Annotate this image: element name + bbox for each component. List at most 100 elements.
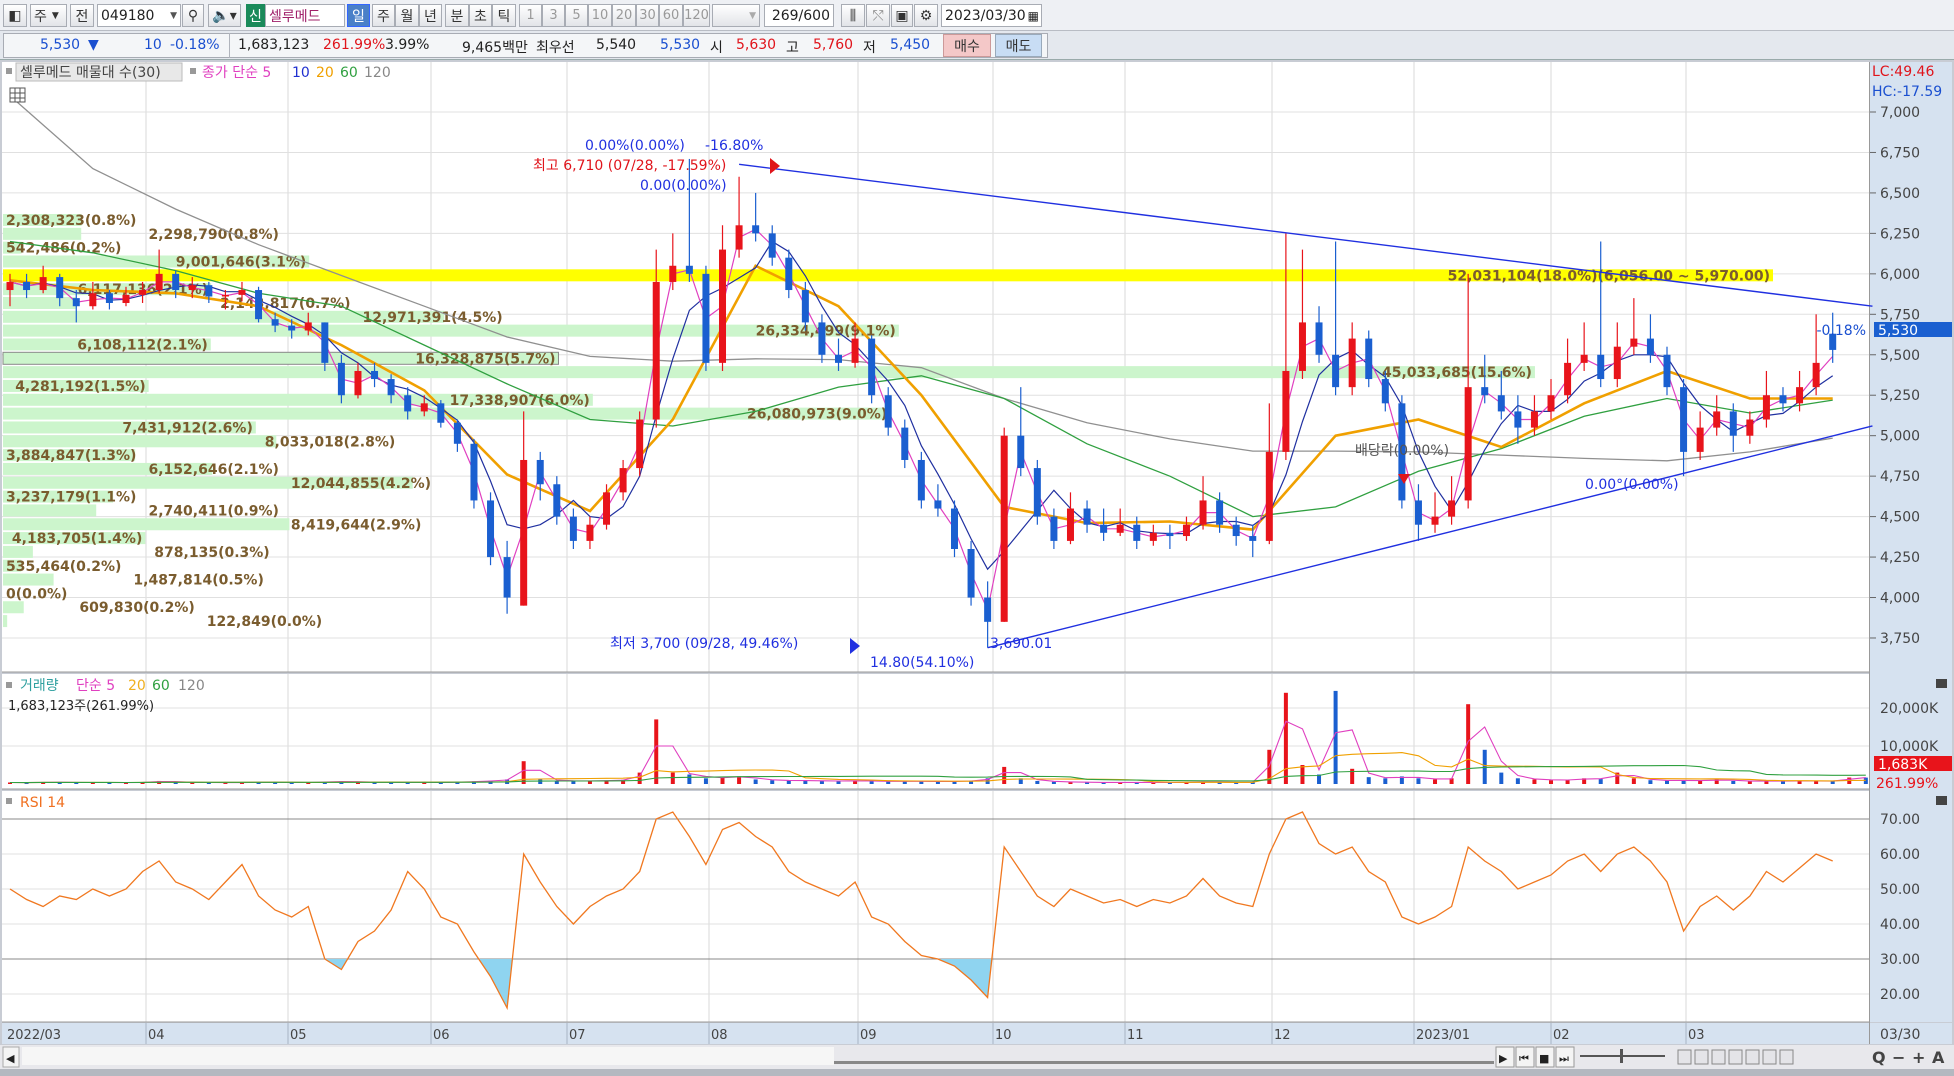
candle-tool-icon[interactable]: ⫼: [841, 4, 865, 27]
chart-tool-icon[interactable]: [1745, 1049, 1760, 1065]
price-tick-label: 6,000: [1880, 267, 1920, 283]
speaker-icon[interactable]: 🔈▾: [208, 4, 241, 27]
volume-bar: [1648, 780, 1653, 784]
ma-legend-10[interactable]: 10: [292, 65, 310, 81]
volume-bar: [587, 780, 592, 784]
tab-period-day[interactable]: 일: [347, 4, 370, 27]
interval-3[interactable]: 3: [542, 4, 565, 27]
period-select[interactable]: 주 ▼: [30, 4, 67, 27]
date-label: 06: [433, 1028, 450, 1043]
stock-name: 셀루메드: [269, 8, 321, 25]
tab-interval-second[interactable]: 초: [469, 4, 492, 27]
playback-button[interactable]: [1495, 1046, 1515, 1068]
tab-period-week[interactable]: 주: [372, 4, 395, 27]
grid-table-icon-lines: [10, 88, 25, 102]
zoom-search-icon[interactable]: Q: [1872, 1048, 1886, 1067]
volume: 1,683,123: [238, 37, 310, 53]
volume-ma-legend-120[interactable]: 120: [178, 678, 205, 694]
candle-body: [1116, 524, 1124, 533]
date-input[interactable]: 2023/03/30 ▦: [941, 4, 1042, 27]
candle-body: [735, 225, 743, 250]
volume-ma-legend-20[interactable]: 20: [128, 678, 146, 694]
interval-60[interactable]: 60: [659, 4, 683, 27]
ma-legend-5[interactable]: 종가 단순 5: [202, 65, 271, 81]
tab-interval-minute[interactable]: 분: [445, 4, 469, 27]
volume-ma-legend-5[interactable]: 단순 5: [76, 678, 115, 694]
profile-legend-box[interactable]: [15, 62, 183, 82]
high-overlay-pct: 0.00%(0.00%): [585, 138, 685, 154]
interval-5[interactable]: 5: [565, 4, 588, 27]
interval-1[interactable]: 1: [519, 4, 542, 27]
profile-legend[interactable]: 셀루메드 매물대 수(30): [20, 65, 161, 81]
cross-tool-icon[interactable]: ⤲: [866, 4, 890, 27]
volume-profile-bar: [2, 351, 559, 365]
bar-count-input[interactable]: 269/600: [764, 4, 834, 27]
close-pane-icon[interactable]: [1936, 679, 1947, 688]
ma-legend-60[interactable]: 60: [340, 65, 358, 81]
open-price: 5,630: [736, 37, 777, 53]
date-label: 10: [995, 1028, 1012, 1043]
volume-bar: [140, 782, 145, 784]
candle-body: [1481, 387, 1489, 396]
panel-toggle-icon[interactable]: ◧: [3, 4, 27, 27]
chart-tool-icon[interactable]: [1677, 1049, 1692, 1065]
stock-code-input[interactable]: 049180 ▼: [97, 4, 181, 27]
interval-10[interactable]: 10: [588, 4, 612, 27]
ma-legend-120[interactable]: 120: [364, 65, 391, 81]
prev-button[interactable]: 전: [70, 4, 94, 27]
chevron-down-icon[interactable]: ▼: [170, 10, 177, 21]
ma-legend-20[interactable]: 20: [316, 65, 334, 81]
volume-legend[interactable]: 거래량: [20, 678, 59, 694]
price-tick-label: 5,500: [1880, 348, 1920, 364]
stock-name-field[interactable]: 셀루메드: [265, 4, 345, 27]
scroll-thumb[interactable]: [22, 1047, 834, 1065]
rsi-legend[interactable]: RSI 14: [20, 795, 65, 811]
zoom-out-icon[interactable]: −: [1892, 1048, 1905, 1067]
volume-bar: [355, 782, 360, 784]
grid-table-icon[interactable]: [9, 87, 26, 103]
interval-30[interactable]: 30: [636, 4, 659, 27]
candle-body: [835, 354, 842, 363]
zoom-in-icon[interactable]: +: [1912, 1048, 1925, 1067]
candle-body: [437, 403, 445, 423]
volume-bar: [1018, 778, 1023, 784]
chart-tool-icon[interactable]: [1694, 1049, 1709, 1065]
interval-20[interactable]: 20: [612, 4, 636, 27]
candle-body: [387, 379, 395, 396]
chart-tool-icon[interactable]: [1762, 1049, 1777, 1065]
date-label: 04: [148, 1028, 165, 1043]
playback-button[interactable]: [1515, 1046, 1535, 1068]
scroll-left-button[interactable]: [2, 1046, 20, 1068]
tab-period-year[interactable]: 년: [419, 4, 442, 27]
calendar-icon[interactable]: ▦: [1027, 8, 1039, 23]
tab-interval-tick[interactable]: 틱: [492, 4, 516, 27]
chart-tool-icon[interactable]: [1779, 1049, 1794, 1065]
playback-button[interactable]: [1555, 1046, 1575, 1068]
volume-bar: [223, 782, 228, 784]
custom-interval-select[interactable]: ▼: [712, 4, 760, 27]
volume-ma-legend-60[interactable]: 60: [152, 678, 170, 694]
close-pane-icon[interactable]: [1936, 796, 1947, 805]
candle-body: [1182, 524, 1190, 537]
candle-body: [1514, 411, 1522, 428]
high-overlay-value: 0.00(0.00%): [640, 178, 727, 194]
buy-button[interactable]: 매수: [943, 34, 991, 57]
last-date-label: 03/30: [1880, 1027, 1920, 1043]
chart-tool-icon[interactable]: [1728, 1049, 1743, 1065]
zoom-slider-handle[interactable]: [1620, 1049, 1623, 1063]
playback-button[interactable]: [1535, 1046, 1555, 1068]
candle-body: [205, 285, 213, 297]
auto-scale-icon[interactable]: A: [1932, 1048, 1945, 1067]
sell-button[interactable]: 매도: [995, 34, 1042, 57]
volume-bar: [289, 782, 294, 784]
chart-tool-icon[interactable]: [1711, 1049, 1726, 1065]
stock-chart[interactable]: 2,308,323(0.8%)2,298,790(0.8%)542,486(0.…: [0, 60, 1954, 1076]
search-icon[interactable]: ⚲: [182, 4, 204, 27]
tab-period-month[interactable]: 월: [395, 4, 419, 27]
candle-body: [1050, 516, 1058, 541]
candle-body: [785, 257, 793, 291]
interval-120[interactable]: 120: [683, 4, 710, 27]
candle-body: [1232, 524, 1240, 537]
save-icon[interactable]: ▣: [891, 4, 913, 27]
gear-icon[interactable]: ⚙: [914, 4, 938, 27]
